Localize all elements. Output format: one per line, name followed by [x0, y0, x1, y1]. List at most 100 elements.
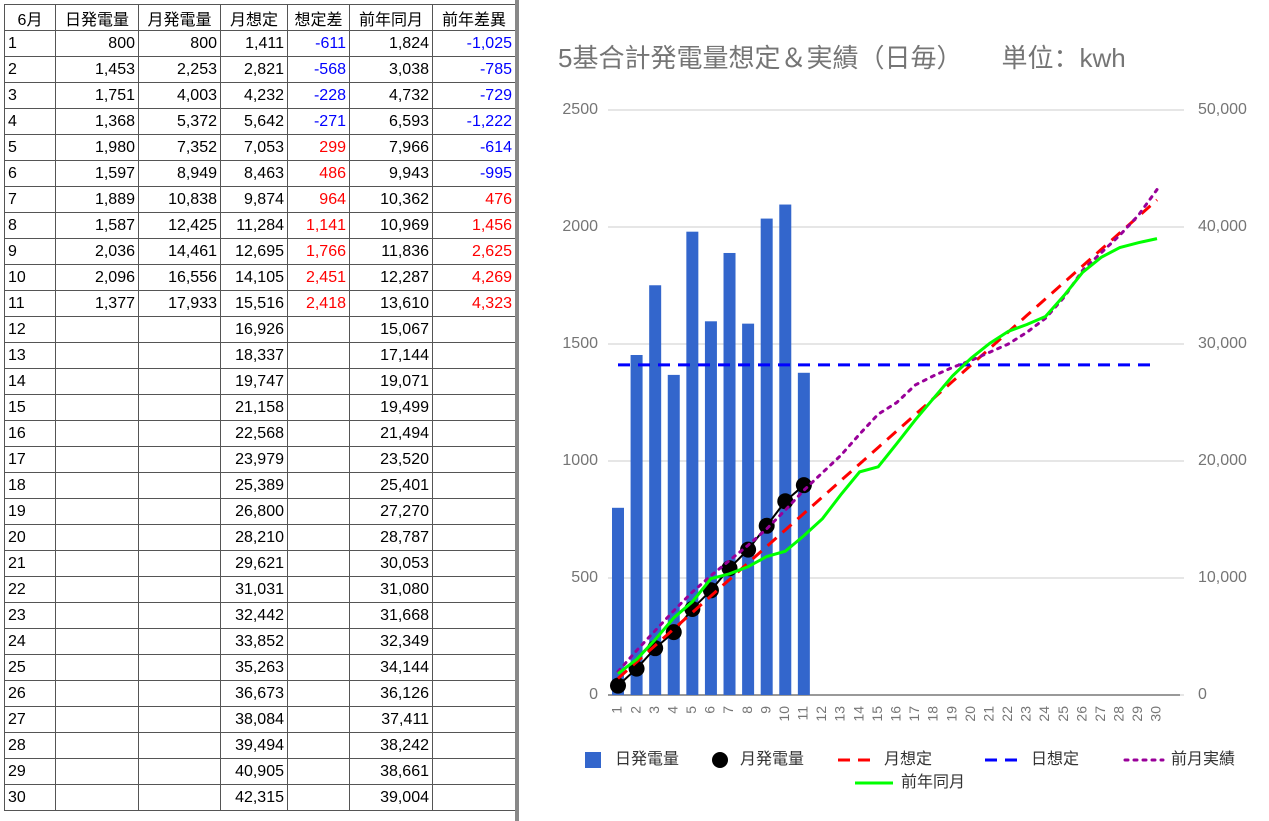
cell: [55, 394, 139, 421]
cell: 12,695: [220, 238, 288, 265]
row: 7 1,889 10,838 9,874 964 10,362 476: [4, 186, 516, 213]
cell: 31,668: [349, 602, 433, 629]
cell: [138, 706, 221, 733]
cell: 800: [138, 30, 221, 57]
cell: 4,003: [138, 82, 221, 109]
x-tick-label: 29: [1129, 706, 1145, 722]
row: 10 2,096 16,556 14,105 2,451 12,287 4,269: [4, 264, 516, 291]
y-tick-label: 0: [589, 686, 598, 703]
x-tick-label: 23: [1018, 706, 1034, 722]
marker: [740, 541, 757, 558]
cell: [138, 524, 221, 551]
y2-tick-label: 40,000: [1198, 218, 1247, 235]
cell: [55, 628, 139, 655]
cell: 28,787: [349, 524, 433, 551]
cell: [432, 576, 516, 603]
cell: [287, 732, 350, 759]
bar: [797, 372, 810, 695]
cell: [287, 576, 350, 603]
x-tick-label: 6: [702, 706, 718, 714]
legend-label: 月想定: [884, 750, 932, 768]
cell: 14: [4, 368, 56, 395]
cell: 38,242: [349, 732, 433, 759]
marker: [702, 582, 719, 599]
cell: 299: [287, 134, 350, 161]
cell: 42,315: [220, 784, 288, 811]
x-tick-label: 14: [850, 706, 866, 722]
cell: [138, 550, 221, 577]
row: 20 28,210 28,787: [4, 524, 516, 551]
cell: 12,425: [138, 212, 221, 239]
x-tick-label: 26: [1073, 706, 1089, 722]
x-tick-label: 13: [832, 706, 848, 722]
cell: 25,389: [220, 472, 288, 499]
cell: 38,084: [220, 706, 288, 733]
cell: 10,969: [349, 212, 433, 239]
cell: 476: [432, 186, 516, 213]
cell: 26: [4, 680, 56, 707]
cell: 4,323: [432, 290, 516, 317]
cell: [287, 524, 350, 551]
x-tick-label: 18: [925, 706, 941, 722]
cell: [138, 784, 221, 811]
row: 29 40,905 38,661: [4, 758, 516, 785]
x-tick-label: 7: [720, 706, 736, 714]
cell: 2,036: [55, 238, 139, 265]
bar: [723, 252, 736, 695]
cell: [138, 472, 221, 499]
cell: 10: [4, 264, 56, 291]
cell: 35,263: [220, 654, 288, 681]
y-tick-label: 2000: [562, 218, 598, 235]
cell: -228: [287, 82, 350, 109]
cell: 3,038: [349, 56, 433, 83]
x-tick-label: 19: [943, 706, 959, 722]
x-tick-label: 16: [887, 706, 903, 722]
cell: 23,520: [349, 446, 433, 473]
cell: [138, 342, 221, 369]
cell: 12,287: [349, 264, 433, 291]
legend-swatch: [712, 752, 728, 768]
cell: [432, 524, 516, 551]
cell: [138, 498, 221, 525]
cell: 14,461: [138, 238, 221, 265]
y-tick-label: 1000: [562, 452, 598, 469]
cell: 21: [4, 550, 56, 577]
cell: [138, 368, 221, 395]
cell: 9,943: [349, 160, 433, 187]
row: 27 38,084 37,411: [4, 706, 516, 733]
series-line: [617, 198, 1158, 680]
cell: 26,800: [220, 498, 288, 525]
cell: [287, 784, 350, 811]
cell: 964: [287, 186, 350, 213]
cell: -1,222: [432, 108, 516, 135]
cell: 7,053: [220, 134, 288, 161]
x-tick-label: 3: [646, 706, 662, 714]
cell: 2,418: [287, 290, 350, 317]
x-tick-label: 4: [664, 706, 680, 714]
x-tick-label: 28: [1111, 706, 1127, 722]
cell: 6,593: [349, 108, 433, 135]
cell: [432, 628, 516, 655]
cell: [138, 420, 221, 447]
cell: 28,210: [220, 524, 288, 551]
cell: 4,232: [220, 82, 288, 109]
y2-tick-label: 10,000: [1198, 569, 1247, 586]
cell: 16,926: [220, 316, 288, 343]
cell: [287, 342, 350, 369]
cell: 36,673: [220, 680, 288, 707]
cell: 19,071: [349, 368, 433, 395]
x-tick-label: 25: [1055, 706, 1071, 722]
cell: 1,587: [55, 212, 139, 239]
marker: [758, 517, 775, 534]
cell: 2,253: [138, 56, 221, 83]
cell: [287, 654, 350, 681]
cell: [138, 680, 221, 707]
cell: 5,642: [220, 108, 288, 135]
x-tick-label: 24: [1036, 706, 1052, 722]
cell: 1,377: [55, 290, 139, 317]
x-tick-label: 20: [962, 706, 978, 722]
cell: [287, 368, 350, 395]
cell: [138, 628, 221, 655]
row: 13 18,337 17,144: [4, 342, 516, 369]
